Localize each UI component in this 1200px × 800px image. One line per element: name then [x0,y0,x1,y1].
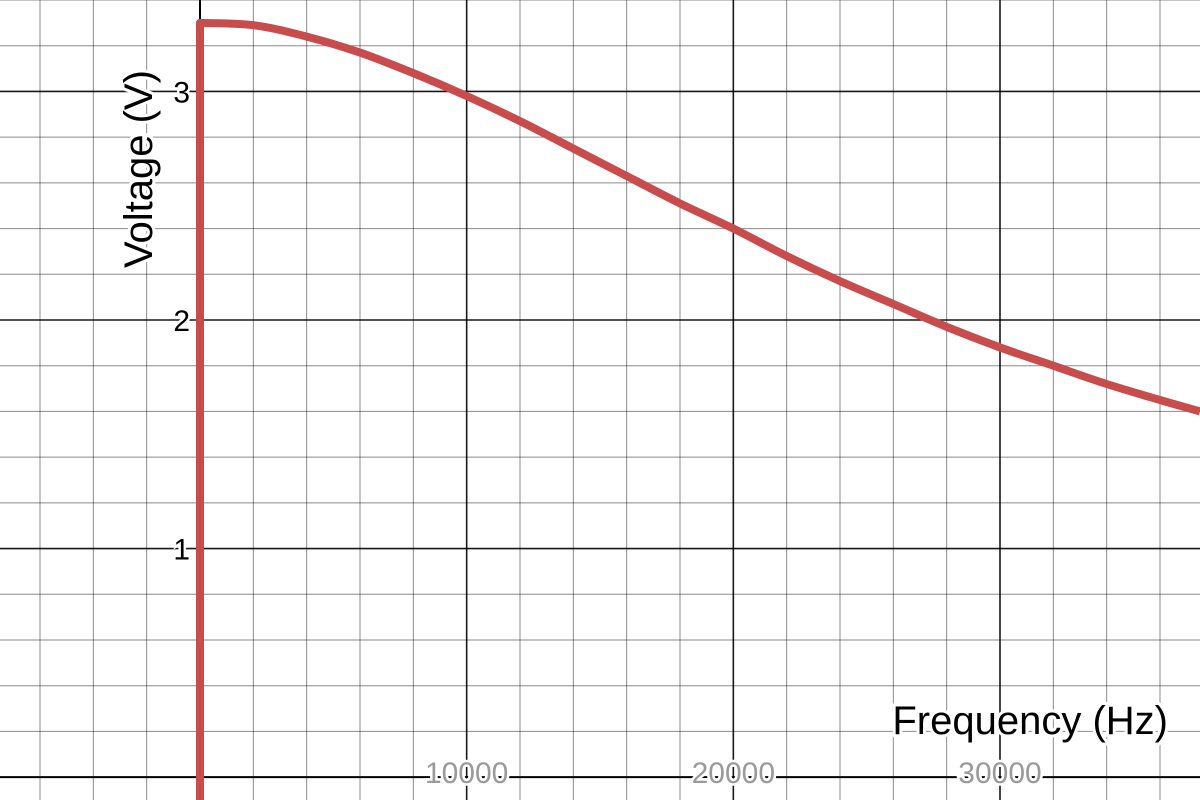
x-tick-label: 10000 [425,757,508,790]
voltage-curve-series-1 [196,18,1200,800]
series-layer [196,18,1200,800]
y-axis-title: Voltage (V) [117,70,161,268]
y-tick-label: 1 [173,534,190,567]
x-tick-label: 20000 [692,757,775,790]
y-tick-label: 2 [173,305,190,338]
tick-labels: 10000 20000 30000 1 2 3 [171,74,1044,793]
y-tick-label: 3 [173,76,190,109]
x-tick-label: 30000 [958,757,1041,790]
x-axis-title: Frequency (Hz) [892,699,1168,743]
